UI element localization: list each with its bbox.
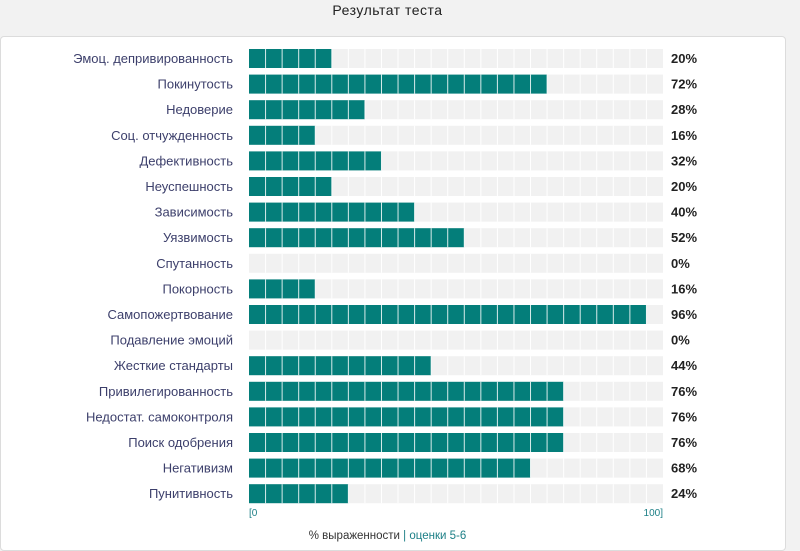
- value-label: 20%: [671, 179, 697, 194]
- bar: [249, 458, 531, 478]
- category-label: Подавление эмоций: [110, 333, 233, 348]
- bar: [249, 407, 564, 427]
- value-label: 16%: [671, 128, 697, 143]
- bar-track: [249, 49, 663, 68]
- bar: [249, 381, 564, 401]
- category-label: Поиск одобрения: [128, 435, 233, 450]
- category-label: Самопожертвование: [107, 307, 233, 322]
- value-label: 96%: [671, 307, 697, 322]
- ratings-link[interactable]: оценки 5-6: [409, 530, 467, 542]
- value-label: 76%: [671, 409, 697, 424]
- value-label: 52%: [671, 230, 697, 245]
- category-label: Спутанность: [156, 256, 233, 271]
- bar-track: [249, 125, 663, 145]
- value-label: 72%: [671, 77, 697, 92]
- bar-track: [249, 253, 663, 273]
- value-label: 28%: [671, 102, 697, 117]
- bar-track: [249, 177, 663, 196]
- bar: [249, 433, 564, 452]
- results-panel: Эмоц. депривированность 20% Покинутость 72%…: [0, 36, 786, 551]
- value-label: 0%: [671, 256, 690, 271]
- category-label: Неуспешность: [145, 179, 233, 194]
- bar-track: [249, 484, 663, 504]
- category-label: Жесткие стандарты: [114, 358, 233, 373]
- results-chart: Эмоц. депривированность 20% Покинутость 72%…: [73, 49, 697, 519]
- bar: [249, 49, 332, 68]
- category-label: Дефективность: [139, 153, 233, 168]
- category-label: Привилегированность: [99, 384, 233, 399]
- bar: [249, 356, 432, 376]
- value-label: 76%: [671, 384, 697, 399]
- bar: [249, 177, 332, 196]
- measure-label: % выраженности: [308, 530, 400, 542]
- value-label: 16%: [671, 281, 697, 296]
- value-label: 32%: [671, 153, 697, 168]
- category-label: Недостат. самоконтроля: [86, 409, 233, 424]
- category-label: Соц. отчужденность: [111, 128, 233, 143]
- value-label: 40%: [671, 205, 697, 220]
- bar: [249, 100, 365, 120]
- category-label: Покорность: [162, 281, 233, 296]
- value-label: 0%: [671, 333, 690, 348]
- value-label: 76%: [671, 435, 697, 450]
- value-label: 68%: [671, 461, 697, 476]
- category-label: Эмоц. депривированность: [73, 51, 233, 66]
- bar-track: [249, 279, 663, 299]
- category-label: Уязвимость: [163, 230, 233, 245]
- footer-separator: |: [403, 530, 407, 542]
- title-bar: Результат теста: [0, 0, 800, 36]
- axis-max-label: 100]: [644, 508, 664, 519]
- category-label: Негативизм: [163, 461, 233, 476]
- page-title: Результат теста: [332, 2, 443, 18]
- category-label: Зависимость: [155, 205, 234, 220]
- value-label: 20%: [671, 51, 697, 66]
- category-label: Покинутость: [158, 77, 234, 92]
- category-label: Недоверие: [166, 102, 233, 117]
- value-label: 24%: [671, 486, 697, 501]
- chart-footer: % выраженности | оценки 5-6: [0, 530, 775, 542]
- value-label: 44%: [671, 358, 697, 373]
- axis-min-label: [0: [249, 508, 258, 519]
- bar: [249, 228, 465, 248]
- category-label: Пунитивность: [149, 486, 233, 501]
- bar-track: [249, 330, 663, 350]
